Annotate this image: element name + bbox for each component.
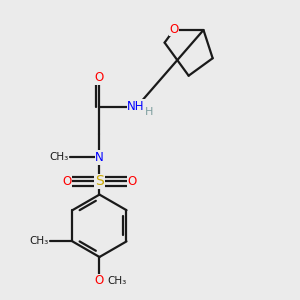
Text: CH₃: CH₃ (29, 236, 49, 245)
Text: O: O (169, 23, 178, 36)
Text: O: O (128, 175, 137, 188)
Text: N: N (95, 151, 104, 164)
Text: O: O (95, 71, 104, 84)
Text: S: S (95, 174, 104, 188)
Text: O: O (95, 274, 104, 287)
Text: O: O (62, 175, 71, 188)
Text: H: H (145, 107, 153, 117)
Text: CH₃: CH₃ (107, 276, 126, 286)
Text: NH: NH (127, 100, 145, 113)
Text: CH₃: CH₃ (49, 152, 68, 161)
